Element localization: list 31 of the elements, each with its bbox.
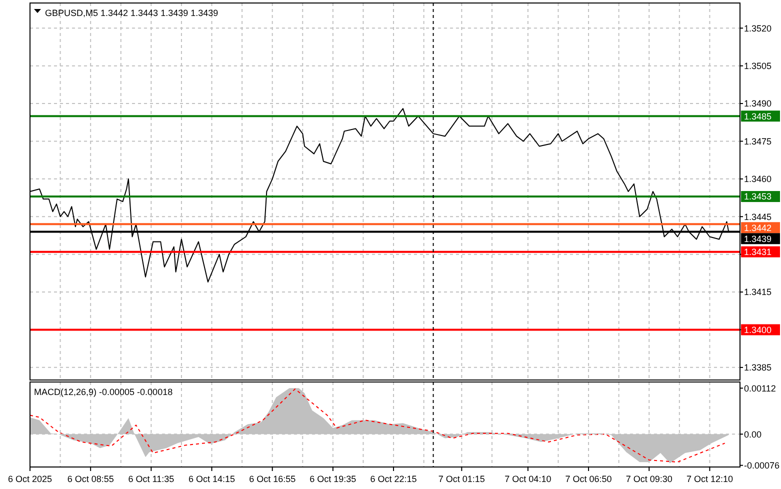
- x-tick-label: 7 Oct 06:50: [565, 474, 612, 484]
- y-tick-label: 1.3415: [744, 287, 772, 298]
- y-tick-label: 1.3460: [744, 174, 772, 184]
- ref-line-label: 1.3431: [744, 246, 772, 257]
- x-tick-label: 6 Oct 22:15: [370, 474, 417, 484]
- ref-line-label: 1.3453: [744, 192, 772, 202]
- x-tick-label: 6 Oct 19:35: [310, 474, 356, 484]
- x-tick-label: 6 Oct 16:55: [249, 474, 296, 484]
- y-tick-label: 1.3475: [744, 136, 772, 146]
- x-tick-label: 6 Oct 08:55: [67, 474, 114, 484]
- y-tick-label: 1.3520: [744, 23, 772, 34]
- x-tick-label: 7 Oct 12:10: [686, 474, 733, 484]
- y-tick-label: 1.3445: [744, 212, 772, 222]
- x-tick-label: 7 Oct 04:10: [504, 474, 552, 484]
- y-tick-label: -0.00076: [744, 460, 780, 471]
- x-tick-label: 7 Oct 01:15: [438, 474, 485, 484]
- y-tick-label: 1.3385: [744, 362, 772, 373]
- y-tick-label: 0.00: [744, 429, 762, 440]
- x-tick-label: 6 Oct 11:35: [128, 474, 174, 484]
- x-tick-label: 7 Oct 09:30: [626, 474, 672, 484]
- text: GBPUSD,M5 1.3442 1.3443 1.3439 1.3439: [45, 8, 218, 18]
- text: MACD(12,26,9) -0.00005 -0.00018: [34, 387, 173, 397]
- y-tick-label: 0.00112: [744, 383, 776, 394]
- x-tick-label: 6 Oct 2025: [8, 474, 52, 484]
- y-tick-label: 1.3505: [744, 60, 772, 71]
- ref-line-label: 1.3400: [744, 324, 772, 335]
- ref-line-label: 1.3442: [744, 222, 772, 233]
- y-tick-label: 1.3490: [744, 98, 772, 109]
- ref-line-label: 1.3439: [744, 234, 772, 244]
- x-tick-label: 6 Oct 14:15: [188, 474, 236, 484]
- ref-line-label: 1.3485: [744, 111, 772, 122]
